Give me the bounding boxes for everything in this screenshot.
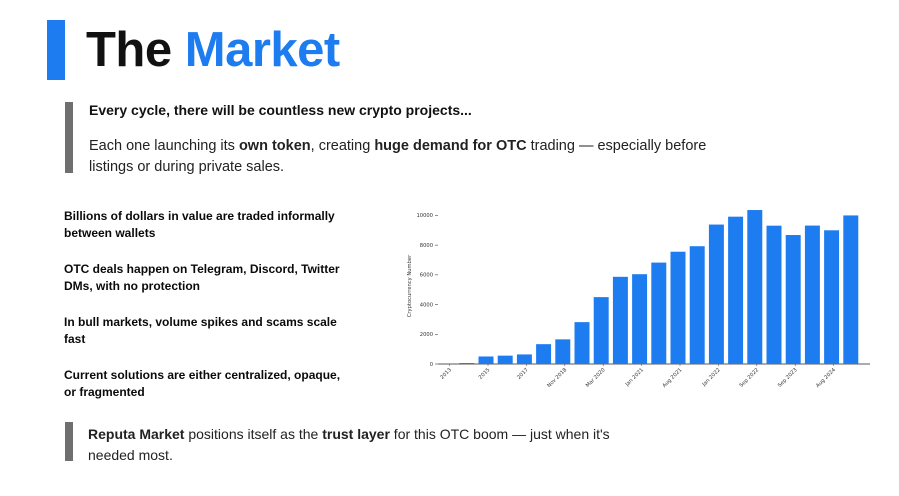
footer-quote-bar — [65, 422, 73, 461]
chart-bar — [785, 235, 801, 364]
bullet-item: OTC deals happen on Telegram, Discord, T… — [64, 262, 340, 293]
chart-bar — [689, 246, 705, 364]
chart-bar — [612, 276, 628, 364]
x-tick-label: Jan 2022 — [701, 367, 722, 388]
intro-text: , creating — [310, 138, 375, 154]
chart-bar — [766, 225, 782, 364]
crypto-count-chart: 0 2000 4000 6000 8000 10000 Cryptocurrency Num… — [398, 200, 878, 390]
footer-emphasis: trust layer — [322, 426, 390, 442]
chart-bar — [747, 210, 763, 364]
y-tick-label: 2000 — [420, 332, 433, 338]
chart-bar — [708, 224, 724, 364]
intro-text: trading — especially before listings or … — [89, 138, 707, 175]
y-tick-label: 10000 — [416, 213, 433, 219]
chart-svg: 0 2000 4000 6000 8000 10000 Cryptocurrency Num… — [407, 210, 870, 389]
chart-bar — [459, 363, 475, 364]
chart-bar — [536, 344, 552, 364]
y-tick-label: 0 — [430, 362, 433, 368]
x-tick-label: Sep 2023 — [777, 367, 799, 389]
chart-bar — [728, 216, 744, 364]
x-tick-label: Aug 2021 — [662, 367, 684, 389]
chart-bar — [555, 339, 571, 364]
intro-headline: Every cycle, there will be countless new… — [89, 102, 472, 118]
x-tick-label: Aug 2024 — [815, 367, 837, 389]
x-tick-label: 2013 — [439, 367, 453, 381]
chart-bar — [651, 262, 667, 364]
bullet-item: Billions of dollars in value are traded … — [64, 209, 335, 240]
title-word-market: Market — [184, 23, 340, 77]
intro-quote-bar — [65, 102, 73, 173]
y-tick-label: 8000 — [420, 243, 433, 249]
bullet-list: Billions of dollars in value are traded … — [64, 208, 344, 420]
intro-emphasis-otc: huge demand for OTC — [374, 138, 527, 154]
y-tick-label: 6000 — [420, 273, 433, 279]
intro-emphasis-token: own token — [238, 138, 311, 154]
bullet-item: In bull markets, volume spikes and scams… — [64, 315, 337, 346]
x-tick-label: Mar 2020 — [585, 367, 607, 389]
y-tick-label: 4000 — [420, 302, 433, 308]
title-accent-bar — [47, 20, 65, 80]
chart-bar — [804, 225, 820, 364]
chart-bar — [574, 322, 590, 364]
chart-bar — [824, 230, 840, 364]
x-tick-label: Nov 2018 — [546, 367, 568, 389]
x-tick-label: Jan 2021 — [624, 367, 645, 388]
chart-bar — [516, 354, 532, 364]
chart-bar — [497, 355, 513, 364]
x-tick-label: 2017 — [516, 367, 530, 381]
y-axis-label: Cryptocurrency Number — [407, 254, 413, 317]
intro-text: Each one launching its — [89, 138, 239, 154]
brand-name: Reputa Market — [88, 426, 185, 442]
x-tick-label: Sep 2022 — [739, 367, 761, 389]
x-tick-label: 2015 — [478, 367, 492, 381]
intro-body: Each one launching its own token, creati… — [89, 136, 709, 178]
chart-bar — [593, 297, 609, 364]
bullet-item: Current solutions are either centralized… — [64, 368, 341, 399]
footer-text: for this OTC boom — just when it's neede… — [88, 426, 610, 463]
chart-bar — [478, 356, 494, 364]
page-title: The Market — [86, 18, 340, 82]
footer-statement: Reputa Market positions itself as the tr… — [88, 424, 648, 466]
chart-bar — [670, 251, 686, 364]
footer-text: positions itself as the — [184, 426, 323, 442]
title-word-the: The — [86, 23, 172, 77]
chart-bar — [843, 215, 859, 364]
chart-bar — [632, 274, 648, 364]
